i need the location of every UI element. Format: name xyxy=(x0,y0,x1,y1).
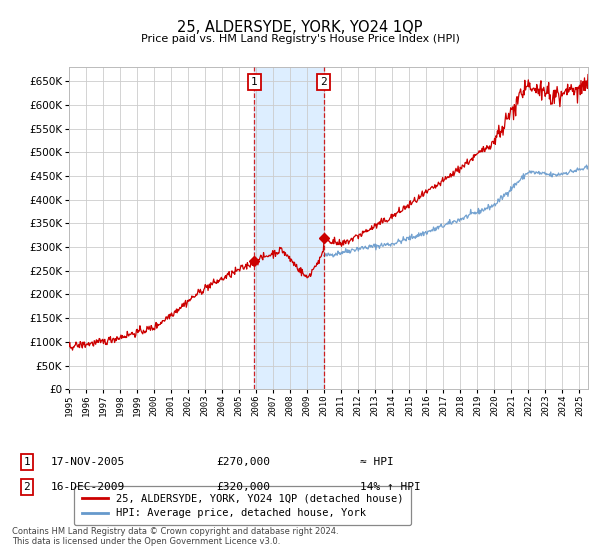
Legend: 25, ALDERSYDE, YORK, YO24 1QP (detached house), HPI: Average price, detached hou: 25, ALDERSYDE, YORK, YO24 1QP (detached … xyxy=(74,486,410,525)
Text: 2: 2 xyxy=(320,77,327,87)
Text: 14% ↑ HPI: 14% ↑ HPI xyxy=(360,482,421,492)
Text: 17-NOV-2005: 17-NOV-2005 xyxy=(51,457,125,467)
Text: £320,000: £320,000 xyxy=(216,482,270,492)
Text: Contains HM Land Registry data © Crown copyright and database right 2024.
This d: Contains HM Land Registry data © Crown c… xyxy=(12,526,338,546)
Text: 1: 1 xyxy=(251,77,257,87)
Text: ≈ HPI: ≈ HPI xyxy=(360,457,394,467)
Text: Price paid vs. HM Land Registry's House Price Index (HPI): Price paid vs. HM Land Registry's House … xyxy=(140,34,460,44)
Text: 1: 1 xyxy=(23,457,31,467)
Text: 16-DEC-2009: 16-DEC-2009 xyxy=(51,482,125,492)
Text: 25, ALDERSYDE, YORK, YO24 1QP: 25, ALDERSYDE, YORK, YO24 1QP xyxy=(177,20,423,35)
Text: £270,000: £270,000 xyxy=(216,457,270,467)
Text: 2: 2 xyxy=(23,482,31,492)
Bar xyxy=(254,67,323,389)
